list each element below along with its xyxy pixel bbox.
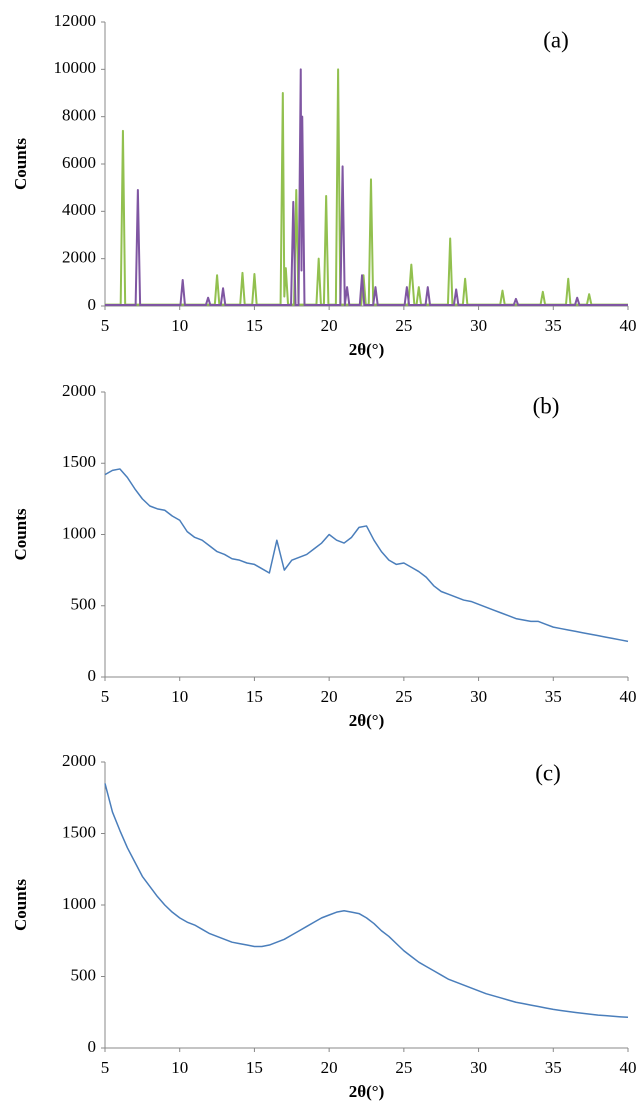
- x-tick-label: 35: [545, 316, 562, 335]
- x-tick-label: 10: [171, 316, 188, 335]
- x-tick-label: 25: [395, 687, 412, 706]
- x-axis-title: 2θ(°): [349, 711, 385, 730]
- panel: 0 500 1000 1500 2000 5 10 15 20 25 30 35 40 2θ(°) Coun…: [11, 751, 637, 1101]
- panel-label: (c): [535, 760, 561, 785]
- panel: 0 500 1000 1500 2000 5 10 15 20 25 30 35 40 2θ(°) Coun…: [11, 381, 637, 730]
- data-line: [104, 468, 629, 643]
- x-tick-label: 40: [620, 687, 637, 706]
- panel: 0 2000 4000 6000 8000 10000 12000 5 10 15 20 25 30 35…: [11, 11, 637, 359]
- y-axis-title: Counts: [11, 508, 30, 560]
- y-tick-label: 12000: [54, 11, 97, 30]
- x-tick-label: 35: [545, 1058, 562, 1077]
- y-tick-label: 1000: [62, 894, 96, 913]
- y-tick-label: 2000: [62, 381, 96, 400]
- x-tick-label: 25: [395, 1058, 412, 1077]
- y-tick-label: 1500: [62, 822, 96, 841]
- y-tick-label: 8000: [62, 106, 96, 125]
- data-line: [105, 68, 628, 307]
- y-tick-label: 1500: [62, 452, 96, 471]
- x-tick-label: 30: [470, 1058, 487, 1077]
- x-tick-label: 20: [321, 316, 338, 335]
- x-tick-label: 35: [545, 687, 562, 706]
- y-tick-label: 500: [71, 595, 97, 614]
- y-tick-label: 500: [71, 965, 97, 984]
- x-tick-label: 30: [470, 316, 487, 335]
- y-tick-label: 2000: [62, 248, 96, 267]
- panel-label: (a): [543, 27, 569, 52]
- y-tick-label: 6000: [62, 153, 96, 172]
- x-tick-label: 20: [321, 687, 338, 706]
- x-tick-label: 5: [101, 1058, 110, 1077]
- y-tick-label: 4000: [62, 200, 96, 219]
- x-tick-label: 20: [321, 1058, 338, 1077]
- y-tick-label: 2000: [62, 751, 96, 770]
- x-tick-label: 5: [101, 316, 110, 335]
- x-axis-title: 2θ(°): [349, 1082, 385, 1101]
- data-line: [105, 68, 628, 306]
- y-axis-title: Counts: [11, 138, 30, 190]
- x-tick-label: 40: [620, 316, 637, 335]
- y-tick-label: 10000: [54, 58, 97, 77]
- x-tick-label: 15: [246, 316, 263, 335]
- y-axis-title: Counts: [11, 879, 30, 931]
- y-tick-label: 0: [88, 295, 97, 314]
- y-tick-label: 0: [88, 1037, 97, 1056]
- x-tick-label: 15: [246, 1058, 263, 1077]
- y-tick-label: 0: [88, 666, 97, 685]
- x-tick-label: 15: [246, 687, 263, 706]
- x-tick-label: 5: [101, 687, 110, 706]
- x-axis-title: 2θ(°): [349, 340, 385, 359]
- x-tick-label: 30: [470, 687, 487, 706]
- x-tick-label: 10: [171, 687, 188, 706]
- x-tick-label: 25: [395, 316, 412, 335]
- y-tick-label: 1000: [62, 523, 96, 542]
- x-tick-label: 40: [620, 1058, 637, 1077]
- panel-label: (b): [533, 393, 560, 418]
- x-tick-label: 10: [171, 1058, 188, 1077]
- data-line: [104, 783, 629, 1018]
